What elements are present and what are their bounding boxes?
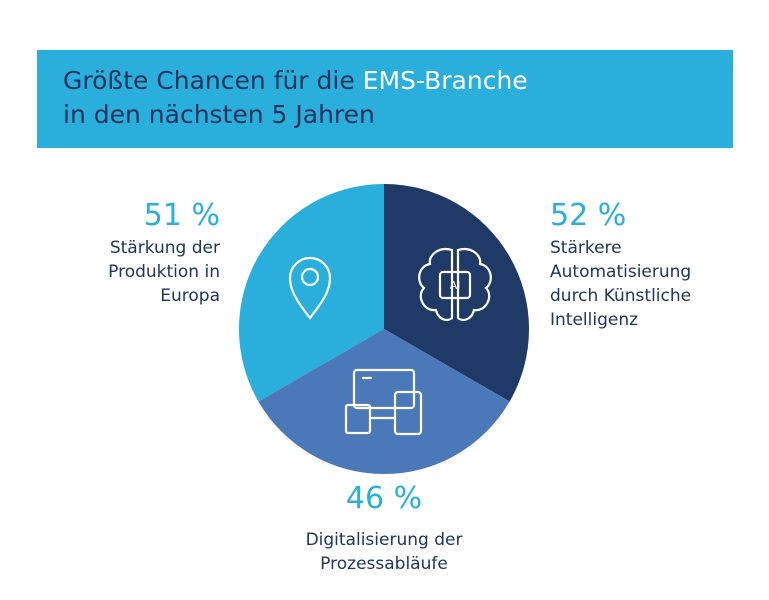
label-line: durch Künstliche	[550, 286, 692, 306]
sector-right	[384, 184, 530, 402]
value: 46 %	[345, 481, 423, 516]
title-highlight: EMS-Branche	[362, 66, 528, 95]
label-line: Intelligenz	[550, 310, 639, 330]
sector-left	[238, 183, 384, 402]
title-banner: Größte Chancen für die EMS-Branche in den…	[37, 50, 733, 148]
title-line: Größte Chancen für die EMS-Branche	[63, 66, 528, 96]
label-line: Prozessabläufe	[320, 554, 448, 574]
label-line: Produktion in	[108, 262, 220, 282]
label-line: Stärkere	[550, 238, 622, 258]
label: Stärkung der Produktion in Europa	[108, 236, 220, 308]
label-line: Stärkung der	[109, 238, 220, 258]
devices-icon	[344, 368, 423, 436]
label-line: Digitalisierung der	[305, 530, 463, 550]
title-line: in den nächsten 5 Jahren	[63, 100, 375, 129]
brain-icon: AI	[418, 248, 492, 321]
pin-icon	[288, 256, 332, 320]
label: Digitalisierung der Prozessabläufe	[234, 528, 534, 576]
value: 51 %	[143, 198, 220, 233]
label-line: Automatisierung	[550, 262, 692, 282]
label: Stärkere Automatisierung durch Künstliche I…	[550, 236, 691, 332]
title-text: Größte Chancen für die	[63, 66, 355, 95]
label-line: Europa	[160, 286, 220, 306]
value: 52 %	[550, 198, 627, 233]
icon-text: AI	[450, 279, 461, 292]
sector-bottom	[258, 329, 510, 475]
